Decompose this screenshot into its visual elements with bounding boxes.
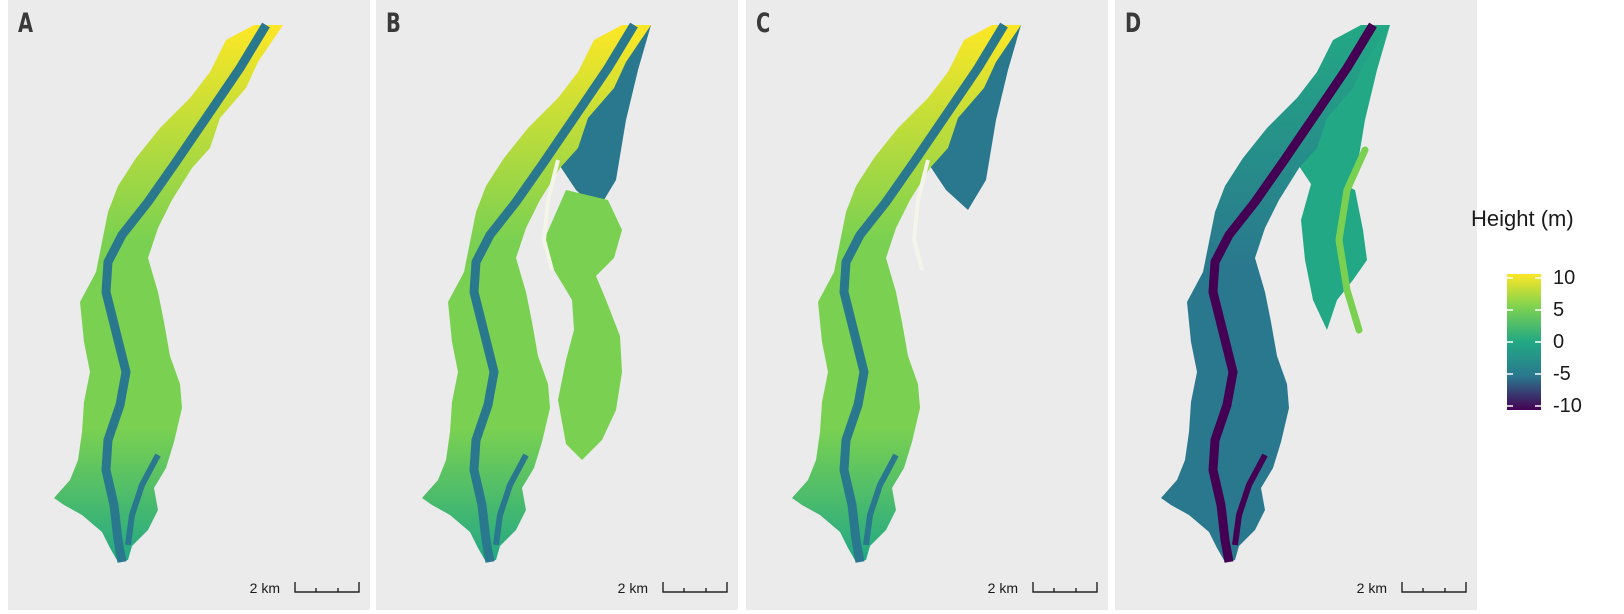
land-surface-a (54, 25, 283, 562)
elevation-map-c (792, 22, 1021, 563)
legend-title: Height (m) (1471, 206, 1574, 231)
river-channel-d (1208, 22, 1377, 563)
scale-bar-label-c: 2 km (987, 580, 1018, 596)
map-panel-c: C 2 km (746, 0, 1108, 610)
elevation-map-b (422, 22, 651, 563)
legend-tick-minus-10: -10 (1553, 395, 1582, 417)
map-panel-b: B 2 km (376, 0, 738, 610)
map-panel-a: A 2 km (8, 0, 370, 610)
northern-terrain-d (1279, 25, 1390, 210)
side-channel-a (125, 453, 161, 546)
height-legend: Height (m) 10 5 0 -5 -10 (1471, 202, 1621, 422)
river-channel-b (469, 22, 638, 563)
legend-tick-minus-5: -5 (1553, 363, 1571, 385)
river-channel-a (101, 22, 270, 563)
scale-bar-label-a: 2 km (249, 580, 280, 596)
northern-terrain-c (910, 25, 1021, 210)
elevation-map-d (1161, 22, 1390, 563)
legend-tick-5: 5 (1553, 299, 1565, 321)
dike-c (911, 159, 930, 271)
side-channel-d (1232, 453, 1268, 546)
scale-bar-label-d: 2 km (1356, 580, 1387, 596)
scale-bar-c: 2 km (928, 580, 1098, 596)
eastern-terrain-d (1301, 170, 1367, 330)
scale-bar-b: 2 km (558, 580, 728, 596)
panel-label-b: B (386, 8, 401, 39)
legend-tick-10: 10 (1553, 267, 1576, 289)
panel-label-a: A (18, 8, 33, 39)
legend-color-bar (1507, 274, 1541, 410)
panel-label-d: D (1125, 8, 1141, 39)
northern-terrain-b (540, 25, 651, 210)
river-channel-c (839, 22, 1008, 563)
side-channel-b (493, 453, 529, 546)
scale-bar-label-b: 2 km (617, 580, 648, 596)
side-channel-c (863, 453, 899, 546)
panel-label-c: C (756, 8, 770, 39)
dike-b (541, 159, 560, 271)
eastern-terrain-b (544, 190, 622, 460)
scale-bar-d: 2 km (1297, 580, 1467, 596)
map-panel-d: D 2 km (1115, 0, 1477, 610)
scale-bar-a: 2 km (190, 580, 360, 596)
elevation-map-a (54, 22, 283, 563)
raised-channel-d (1335, 146, 1369, 334)
legend-tick-0: 0 (1553, 331, 1565, 353)
